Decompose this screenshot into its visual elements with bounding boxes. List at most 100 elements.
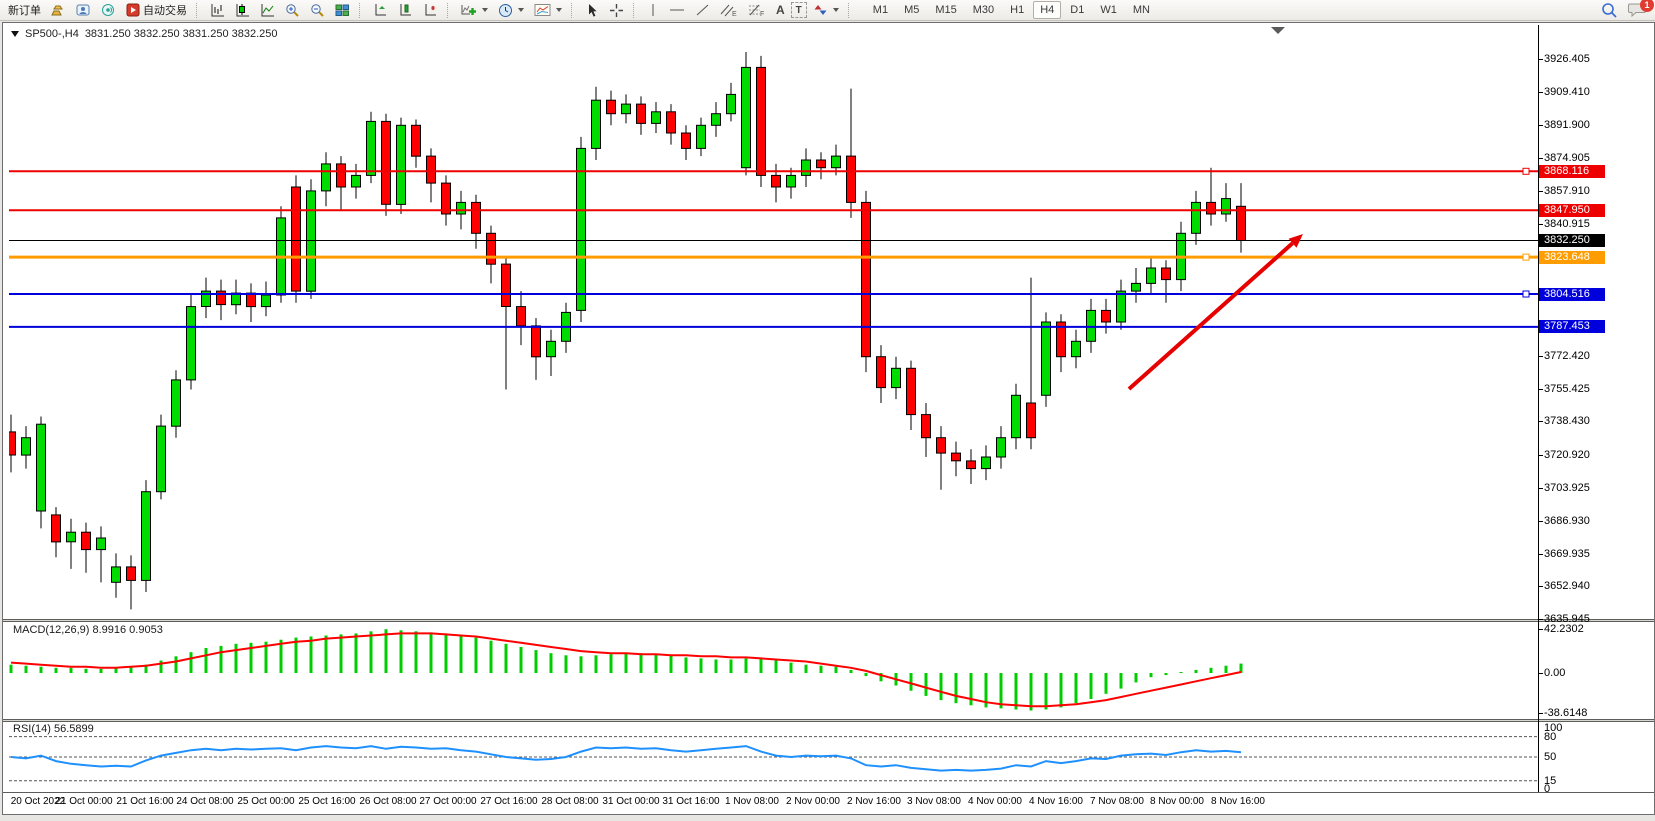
text-tool-button[interactable]: A [776, 3, 785, 17]
candle [621, 94, 631, 124]
new-order-button[interactable]: 新订单 [4, 1, 45, 19]
crosshair-tool-icon[interactable] [605, 1, 628, 19]
candle [516, 291, 526, 346]
periods-clock-icon[interactable] [494, 1, 528, 19]
chart-window-tool-icon-2[interactable] [394, 1, 417, 19]
one-click-trading-toggle-icon[interactable] [11, 31, 19, 37]
time-axis-separator [3, 792, 1654, 793]
price-axis-tick-label: 3772.420 [1544, 350, 1590, 362]
line-anchor-marker[interactable] [1522, 290, 1530, 298]
candle [1146, 256, 1156, 295]
gold-ingot-icon[interactable] [47, 1, 70, 19]
zoom-in-icon[interactable] [281, 1, 304, 19]
timeframe-m30-button[interactable]: M30 [966, 1, 1001, 19]
rsi-indicator-label: RSI(14) 56.5899 [13, 723, 94, 735]
chevron-down-icon[interactable] [518, 8, 524, 12]
trendline-tool-icon[interactable] [691, 1, 714, 19]
time-axis-label: 7 Nov 08:00 [1090, 796, 1144, 807]
text-label-tool-button[interactable]: T [790, 2, 807, 18]
autotrading-button[interactable]: 自动交易 [122, 1, 191, 19]
time-axis-label: 31 Oct 16:00 [662, 796, 720, 807]
toolbar-separator [196, 2, 201, 18]
price-axis-tick-label: 3926.405 [1544, 53, 1590, 65]
timeframe-w1-button[interactable]: W1 [1093, 1, 1124, 19]
fibonacci-tool-icon[interactable]: F [744, 1, 770, 19]
bar-chart-type-icon[interactable] [206, 1, 229, 19]
candlestick-chart-type-icon[interactable] [231, 1, 254, 19]
toolbar-separator [571, 2, 576, 18]
candle [336, 156, 346, 211]
chart-window-tool-icon-1[interactable] [369, 1, 392, 19]
candle [786, 167, 796, 199]
notification-count-badge: 1 [1640, 0, 1654, 12]
candle [1131, 268, 1141, 303]
price-axis[interactable] [1539, 25, 1653, 792]
pane-separator[interactable] [3, 619, 1654, 622]
vertical-line-tool-icon[interactable] [643, 1, 663, 19]
notifications-button[interactable]: 1 [1628, 0, 1654, 18]
price-axis-tick-mark [1539, 554, 1543, 555]
line-anchor-marker[interactable] [1522, 167, 1530, 175]
candle [741, 52, 751, 176]
candle [606, 90, 616, 126]
candle [1056, 314, 1066, 373]
price-axis-tick-mark [1539, 92, 1543, 93]
time-axis-label: 26 Oct 08:00 [359, 796, 417, 807]
zoom-out-icon[interactable] [306, 1, 329, 19]
candle [1041, 312, 1051, 407]
candle [216, 279, 226, 321]
price-axis-tick-label: 3738.430 [1544, 415, 1590, 427]
time-axis-label: 31 Oct 00:00 [602, 796, 660, 807]
candle [981, 445, 991, 481]
price-axis-tick-label: 3840.915 [1544, 218, 1590, 230]
chevron-down-icon[interactable] [556, 8, 562, 12]
candle [876, 345, 886, 403]
equidistant-channel-tool-icon[interactable]: E [716, 1, 742, 19]
chart-shift-marker[interactable] [1271, 27, 1285, 34]
add-indicator-icon[interactable] [457, 1, 492, 19]
candle [126, 555, 136, 610]
signal-icon[interactable] [97, 1, 120, 19]
candle [846, 88, 856, 218]
candle [411, 119, 421, 168]
timeframe-d1-button[interactable]: D1 [1063, 1, 1091, 19]
tile-windows-icon[interactable] [331, 1, 354, 19]
market-watch-icon[interactable] [72, 1, 95, 19]
chevron-down-icon[interactable] [482, 8, 488, 12]
chevron-down-icon[interactable] [832, 8, 839, 12]
time-axis[interactable] [3, 793, 1537, 813]
price-axis-tick-mark [1539, 224, 1543, 225]
horizontal-line-tool-icon[interactable] [665, 1, 689, 19]
timeframe-m1-button[interactable]: M1 [866, 1, 895, 19]
trend-arrow-annotation[interactable] [1127, 234, 1303, 391]
price-axis-tick-mark [1539, 488, 1543, 489]
timeframe-m15-button[interactable]: M15 [928, 1, 963, 19]
price-tag: 3804.516 [1539, 288, 1605, 301]
pane-separator[interactable] [3, 719, 1654, 722]
chart-template-icon[interactable] [530, 1, 566, 19]
price-axis-tick-label: 3909.410 [1544, 86, 1590, 98]
candle [651, 102, 661, 133]
timeframe-h4-button[interactable]: H4 [1033, 1, 1062, 19]
timeframe-mn-button[interactable]: MN [1126, 1, 1157, 19]
candle [1071, 329, 1081, 369]
price-axis-tick-mark [1539, 619, 1543, 620]
search-icon[interactable] [1601, 2, 1618, 19]
cursor-tool-icon[interactable] [581, 1, 603, 19]
arrows-tool-icon[interactable] [809, 1, 843, 19]
timeframe-m5-button[interactable]: M5 [897, 1, 926, 19]
price-axis-tick-label: 3635.945 [1544, 613, 1590, 625]
price-axis-tick-label: 3874.905 [1544, 152, 1590, 164]
price-axis-tick-mark [1539, 125, 1543, 126]
time-axis-label: 25 Oct 00:00 [237, 796, 295, 807]
rsi-scale-label: 80 [1544, 731, 1557, 743]
macd-chart-canvas[interactable] [9, 622, 1538, 719]
chart-window-tool-icon-3[interactable] [419, 1, 442, 19]
timeframe-h1-button[interactable]: H1 [1003, 1, 1031, 19]
ohlc-values: 3831.250 3832.250 3831.250 3832.250 [84, 28, 278, 40]
price-chart-canvas[interactable] [9, 25, 1538, 619]
rsi-chart-canvas[interactable] [9, 722, 1538, 792]
time-axis-label: 25 Oct 16:00 [298, 796, 356, 807]
line-anchor-marker[interactable] [1522, 253, 1530, 261]
line-chart-type-icon[interactable] [256, 1, 279, 19]
